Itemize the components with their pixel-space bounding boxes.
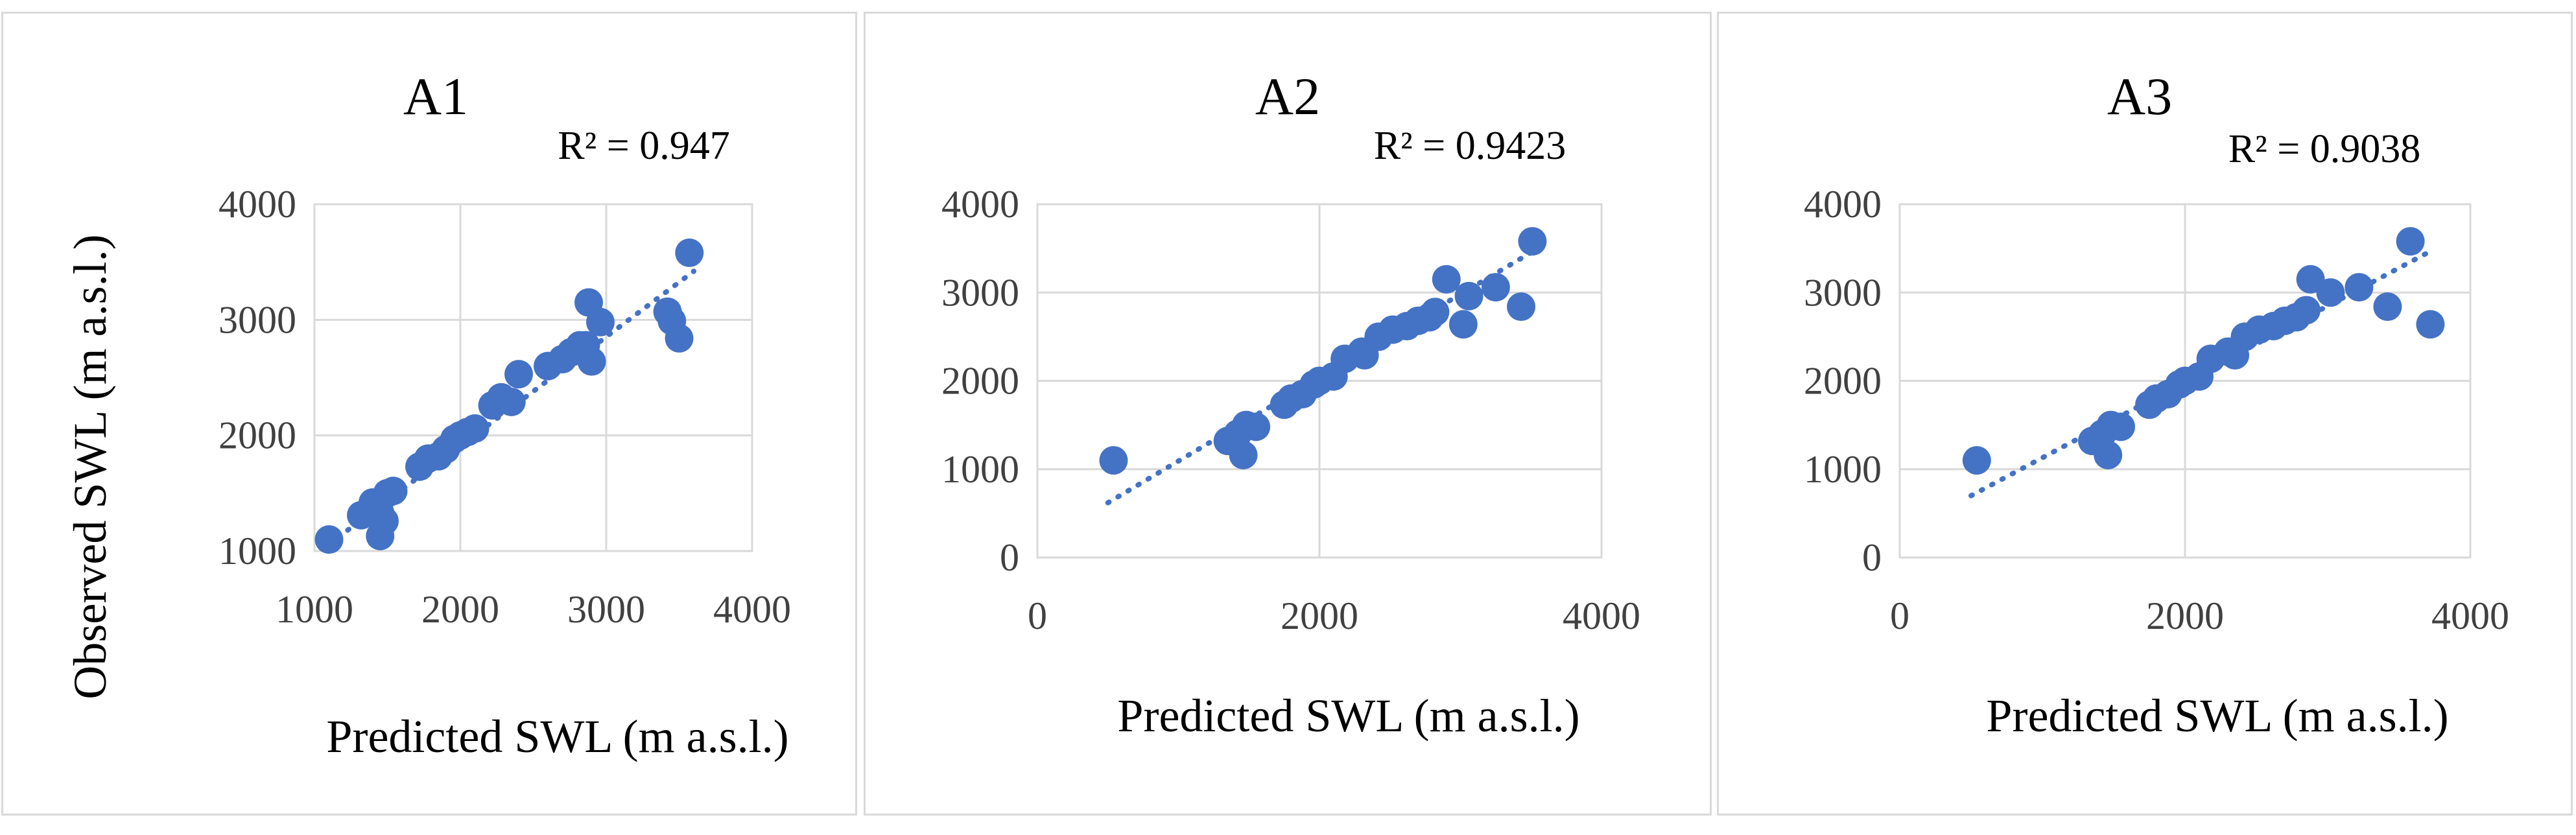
x-axis-label: Predicted SWL (m a.s.l.) xyxy=(1986,690,2448,742)
r2-label: R² = 0.947 xyxy=(558,124,729,168)
data-point xyxy=(2373,292,2402,322)
data-point xyxy=(504,360,533,389)
x-tick-label: 0 xyxy=(1028,594,1047,637)
data-point xyxy=(2416,310,2445,339)
data-point xyxy=(2107,412,2135,441)
y-axis-label: Observed SWL (m a.s.l.) xyxy=(64,234,116,699)
y-tick-label: 3000 xyxy=(1804,271,1882,314)
data-point xyxy=(460,414,490,443)
y-tick-label: 2000 xyxy=(941,360,1019,403)
y-tick-label: 4000 xyxy=(941,183,1019,226)
data-point xyxy=(1432,265,1461,294)
data-point xyxy=(2316,278,2345,307)
y-tick-label: 3000 xyxy=(941,271,1019,314)
chart-a1: A1 R² = 0.947 Predicted SWL (m a.s.l.) O… xyxy=(64,67,791,762)
data-point xyxy=(1242,412,1271,441)
x-axis-label: Predicted SWL (m a.s.l.) xyxy=(1117,690,1579,742)
y-tick-label: 0 xyxy=(1000,536,1019,579)
y-tick-label: 3000 xyxy=(219,298,296,341)
chart-panel-a1 xyxy=(1,12,857,816)
data-point xyxy=(1962,446,1991,475)
x-tick-label: 3000 xyxy=(567,588,645,631)
r2-label: R² = 0.9423 xyxy=(1374,124,1566,168)
y-tick-label: 1000 xyxy=(1804,448,1882,491)
chart-title: A3 xyxy=(2107,67,2172,126)
chart-title: A2 xyxy=(1255,67,1320,126)
data-point xyxy=(1518,227,1547,256)
x-tick-label: 4000 xyxy=(1563,594,1640,637)
x-tick-label: 1000 xyxy=(276,588,353,631)
chart-a2: A2 R² = 0.9423 Predicted SWL (m a.s.l.) … xyxy=(941,67,1640,742)
data-point xyxy=(1454,281,1483,311)
data-point xyxy=(586,307,615,336)
data-point xyxy=(1421,298,1450,327)
data-point xyxy=(665,323,694,353)
chart-a3: A3 R² = 0.9038 Predicted SWL (m a.s.l.) … xyxy=(1804,67,2509,742)
r2-label: R² = 0.9038 xyxy=(2228,127,2420,171)
y-tick-label: 4000 xyxy=(1804,183,1882,226)
y-tick-label: 1000 xyxy=(941,448,1019,491)
x-tick-label: 2000 xyxy=(2146,594,2224,637)
x-tick-label: 2000 xyxy=(421,588,499,631)
data-point xyxy=(2396,227,2425,256)
y-tick-label: 2000 xyxy=(1804,360,1882,403)
x-tick-label: 2000 xyxy=(1281,594,1358,637)
y-tick-label: 4000 xyxy=(219,183,296,226)
y-tick-label: 1000 xyxy=(219,530,296,572)
data-point xyxy=(1448,310,1478,339)
trendline xyxy=(1105,246,1541,506)
data-point xyxy=(2345,273,2374,302)
x-tick-label: 0 xyxy=(1890,594,1909,637)
data-point xyxy=(314,525,344,554)
y-tick-label: 0 xyxy=(1862,536,1882,579)
data-point xyxy=(370,506,399,535)
data-point xyxy=(1099,446,1128,475)
data-point xyxy=(577,347,606,376)
data-point xyxy=(379,476,408,506)
data-point xyxy=(675,238,704,267)
data-point xyxy=(2094,440,2123,469)
y-tick-label: 2000 xyxy=(219,414,296,457)
data-point xyxy=(497,387,526,416)
data-point xyxy=(2292,296,2321,325)
x-tick-label: 4000 xyxy=(2431,594,2509,637)
chart-title: A1 xyxy=(403,67,468,126)
x-axis-label: Predicted SWL (m a.s.l.) xyxy=(326,711,788,762)
data-point xyxy=(1481,273,1510,302)
data-point xyxy=(1229,440,1258,469)
data-point xyxy=(1507,292,1536,322)
x-tick-label: 4000 xyxy=(713,588,791,631)
